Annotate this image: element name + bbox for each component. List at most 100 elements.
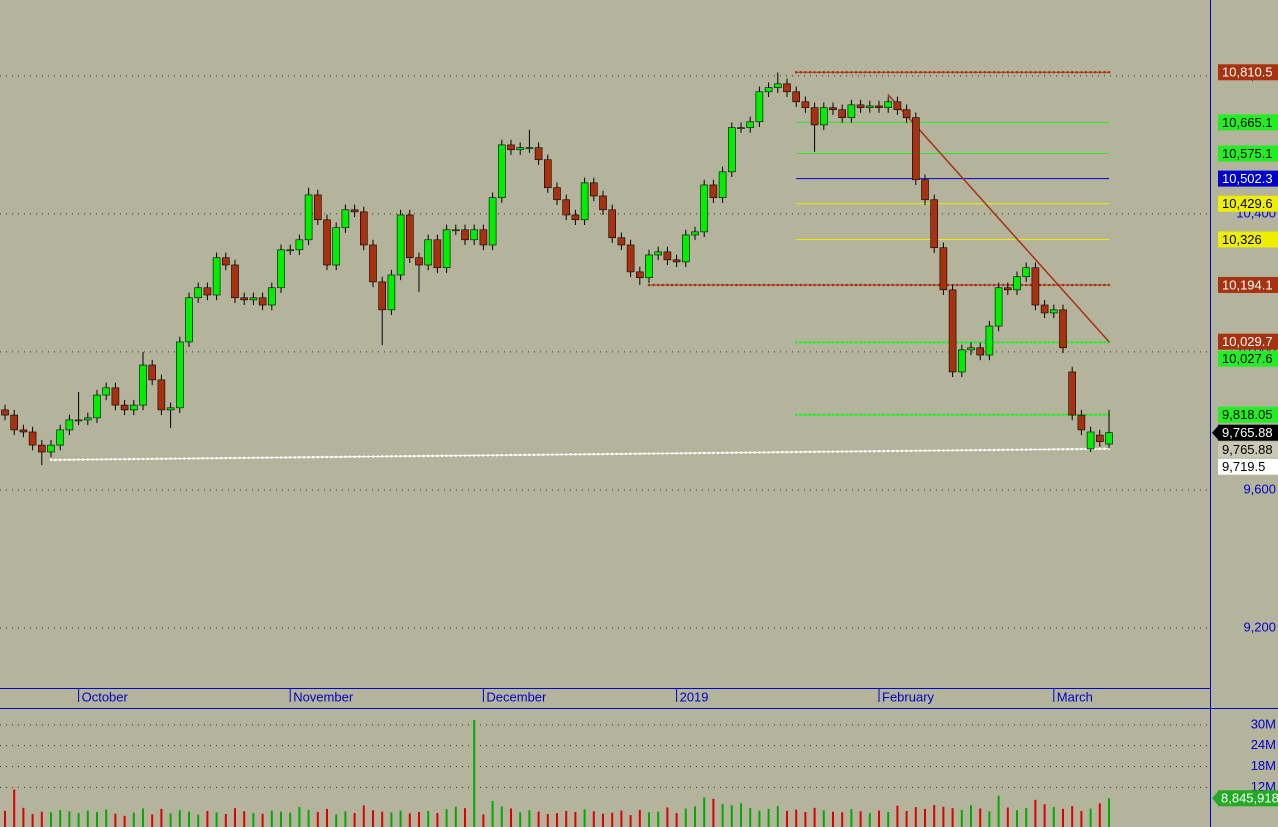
candle-body xyxy=(589,182,598,197)
volume-bar xyxy=(344,811,347,827)
candle-body xyxy=(249,297,258,301)
candle-body xyxy=(1031,267,1040,306)
candle-body xyxy=(130,404,138,411)
candle-body xyxy=(829,107,837,111)
candle-body xyxy=(28,431,37,446)
price-label-box xyxy=(1218,64,1278,81)
candle-body xyxy=(525,147,534,149)
candle-body xyxy=(1,409,9,416)
candle-body xyxy=(461,229,469,241)
candle-body xyxy=(405,214,414,259)
volume-bar xyxy=(924,808,926,827)
candle-body xyxy=(1050,309,1058,314)
candle-body xyxy=(847,104,856,118)
price-label: 9,765.88 xyxy=(1222,442,1273,457)
candle-body xyxy=(948,289,957,373)
volume-bar xyxy=(234,808,236,827)
volume-bar xyxy=(804,811,807,827)
volume-bar xyxy=(1016,810,1018,827)
candle-body xyxy=(543,159,552,188)
candle-body xyxy=(608,209,617,239)
candle-body xyxy=(387,274,396,311)
volume-bar xyxy=(592,811,595,827)
price-label-box xyxy=(1218,424,1278,441)
volume-bar xyxy=(951,808,954,827)
volume-bar xyxy=(381,811,384,827)
volume-bar xyxy=(786,810,788,827)
candle-body xyxy=(939,247,948,291)
candle-body xyxy=(1022,267,1031,278)
candle-body xyxy=(415,257,423,266)
price-label-box xyxy=(1218,145,1278,162)
candle-body xyxy=(1003,287,1012,291)
candle-body xyxy=(157,379,166,411)
volume-bar xyxy=(160,808,163,827)
volume-bar xyxy=(40,811,43,827)
volume-bar xyxy=(712,798,715,827)
candle-body xyxy=(902,109,911,118)
price-label-box xyxy=(1218,458,1278,475)
candle-body xyxy=(56,429,65,446)
price-label: 10,194.1 xyxy=(1222,277,1273,292)
volume-bar xyxy=(289,812,292,827)
volume-bar xyxy=(556,813,558,827)
candle-body xyxy=(737,127,745,129)
price-label-box xyxy=(1218,276,1278,293)
volume-bar xyxy=(648,812,650,827)
volume-bar xyxy=(464,808,466,827)
candle-body xyxy=(212,257,221,296)
volume-bar xyxy=(298,807,301,827)
candle-body xyxy=(654,251,663,256)
candle-body xyxy=(865,105,874,108)
volume-bar xyxy=(960,809,963,827)
volume-bar xyxy=(795,809,798,827)
candle-body xyxy=(617,237,626,246)
volume-bar xyxy=(307,809,310,827)
volume-pointer xyxy=(1212,790,1219,807)
candle-body xyxy=(663,251,672,261)
candle-body xyxy=(93,394,101,419)
candle-body xyxy=(810,107,819,126)
candle-body xyxy=(470,229,479,241)
x-tick-label: November xyxy=(293,689,354,704)
volume-bar xyxy=(445,809,448,827)
volume-bar xyxy=(721,804,724,827)
volume-bar xyxy=(905,810,908,827)
candle-body xyxy=(709,184,718,199)
volume-bar xyxy=(822,810,825,827)
candle-body xyxy=(74,419,83,422)
volume-bar xyxy=(1071,806,1074,827)
y-tick-label: 9,600 xyxy=(1243,481,1276,496)
candle-body xyxy=(424,239,433,266)
x-tick-label: February xyxy=(882,689,935,704)
volume-bar xyxy=(372,810,374,827)
candle-body xyxy=(801,101,810,108)
candle-body xyxy=(911,117,920,181)
volume-bar xyxy=(215,812,218,827)
candle-body xyxy=(838,109,847,118)
volume-bar xyxy=(31,814,34,827)
candle-body xyxy=(369,244,377,283)
price-label-box xyxy=(1218,350,1278,367)
volume-bar xyxy=(1098,803,1101,827)
candle-body xyxy=(635,271,644,279)
volume-bar xyxy=(326,808,328,827)
volume-bar xyxy=(399,810,402,827)
candle-body xyxy=(507,144,515,151)
price-label: 10,575.1 xyxy=(1222,146,1273,161)
price-label-box xyxy=(1218,231,1278,248)
volume-bar xyxy=(1043,804,1046,827)
price-label: 10,326 xyxy=(1222,232,1262,247)
candle-body xyxy=(341,209,350,229)
candle-body xyxy=(1013,276,1021,291)
price-pointer xyxy=(1212,424,1219,441)
x-tick-label: December xyxy=(486,689,547,704)
price-label: 9,818.05 xyxy=(1222,407,1273,422)
candle-body xyxy=(921,179,929,201)
candle-body xyxy=(185,297,193,343)
candle-body xyxy=(258,297,267,306)
candle-body xyxy=(1105,432,1113,445)
volume-tick-label: 24M xyxy=(1251,737,1276,752)
